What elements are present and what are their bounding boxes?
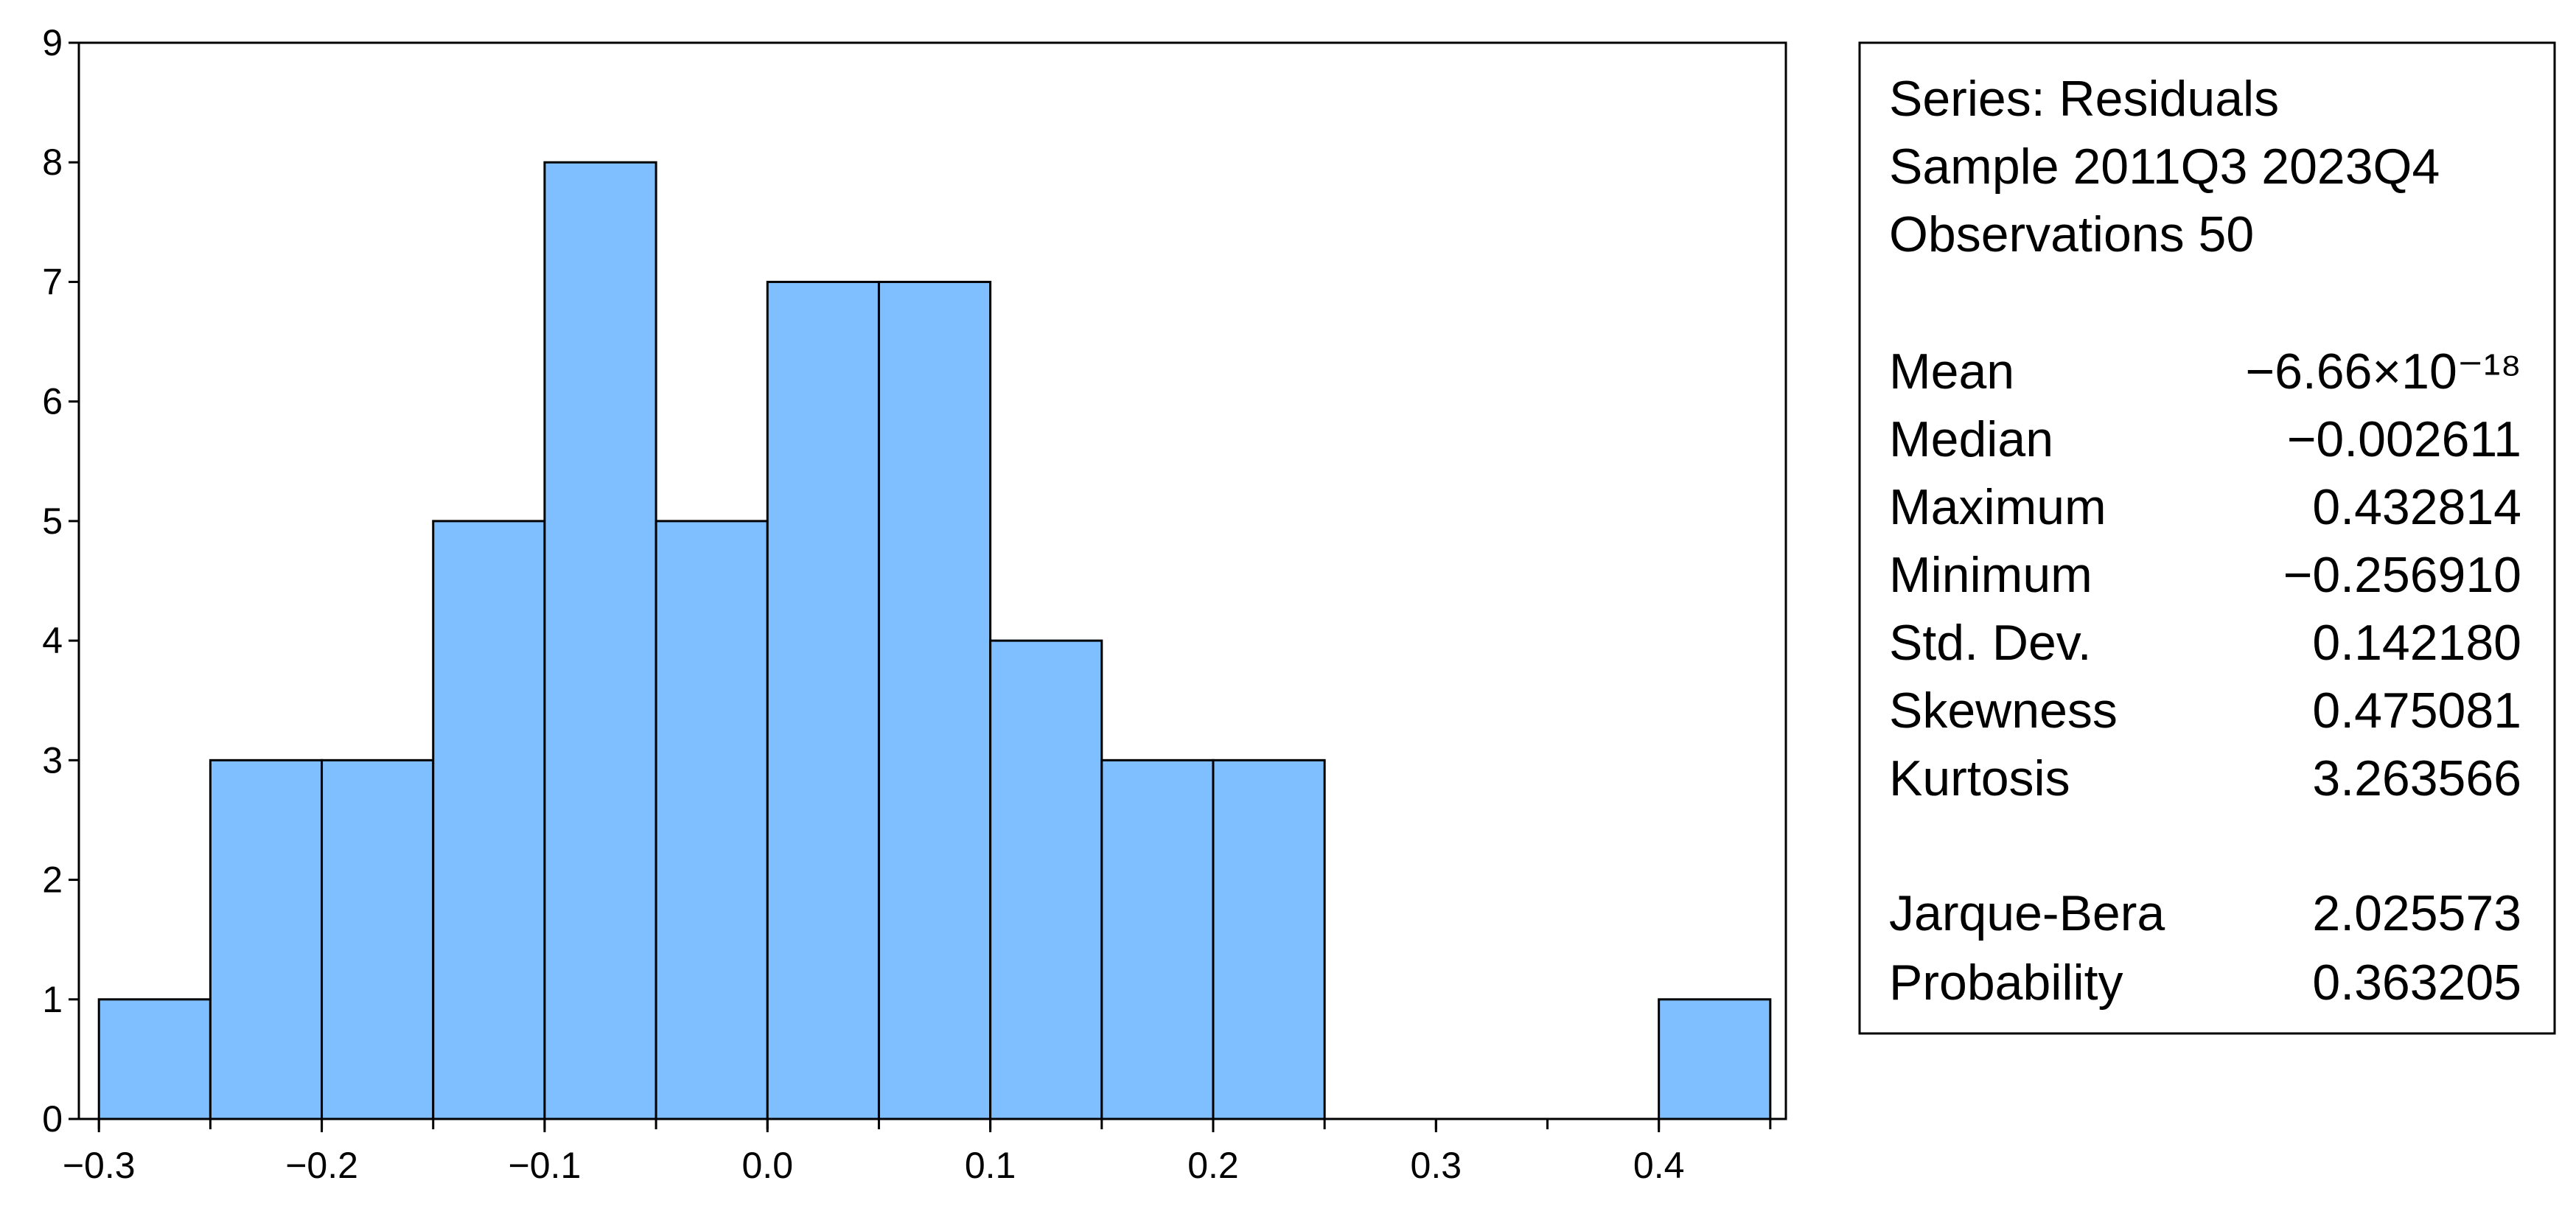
bar	[766, 280, 880, 1120]
bar	[1212, 759, 1326, 1120]
stat-label: Maximum	[1889, 479, 2106, 535]
y-tick-label: 1	[42, 979, 63, 1020]
y-tick-label: 5	[42, 501, 63, 542]
stat-label: Mean	[1889, 344, 2014, 400]
stat-value: 3.263566	[2312, 750, 2521, 806]
stat-label: Kurtosis	[1889, 750, 2070, 806]
stat-value: −0.256910	[2283, 547, 2521, 603]
x-tick-label: 0.1	[965, 1145, 1016, 1186]
y-tick-label: 4	[42, 620, 63, 661]
y-tick-label: 3	[42, 739, 63, 781]
bar	[877, 280, 992, 1120]
x-tick-label: 0.4	[1633, 1145, 1685, 1186]
y-tick-label: 2	[42, 859, 63, 901]
plot-frame	[77, 41, 1787, 1120]
y-tick-label: 0	[42, 1098, 63, 1140]
y-tick-label: 6	[42, 381, 63, 422]
bar	[97, 998, 212, 1120]
stat-value: −6.66×10⁻¹⁸	[2245, 344, 2521, 400]
y-tick-label: 7	[42, 261, 63, 302]
bar	[543, 161, 657, 1120]
bar	[321, 759, 435, 1120]
x-tick-label: −0.3	[63, 1145, 136, 1186]
x-tick-label: −0.1	[509, 1145, 582, 1186]
test-value: 0.363205	[2312, 955, 2521, 1011]
stat-value: 0.475081	[2312, 683, 2521, 739]
bar	[432, 520, 546, 1120]
stat-label: Median	[1889, 411, 2053, 467]
y-tick-label: 9	[42, 22, 63, 63]
bar	[209, 759, 324, 1120]
bar	[1658, 998, 1772, 1120]
stat-value: 0.432814	[2312, 479, 2521, 535]
stat-label: Minimum	[1889, 547, 2092, 603]
bar	[655, 520, 769, 1120]
x-tick-label: 0.2	[1187, 1145, 1239, 1186]
x-tick-label: 0.0	[742, 1145, 794, 1186]
test-label: Jarque-Bera	[1889, 885, 2165, 941]
stats-header: Observations 50	[1889, 206, 2254, 262]
test-label: Probability	[1889, 955, 2123, 1011]
stat-value: 0.142180	[2312, 615, 2521, 671]
stat-value: −0.002611	[2287, 411, 2521, 467]
stat-label: Skewness	[1889, 683, 2118, 739]
bar	[989, 639, 1103, 1120]
bar	[1100, 759, 1215, 1120]
x-tick-label: 0.3	[1411, 1145, 1462, 1186]
x-tick-label: −0.2	[285, 1145, 358, 1186]
test-value: 2.025573	[2312, 885, 2521, 941]
stats-header: Sample 2011Q3 2023Q4	[1889, 139, 2440, 195]
stats-header: Series: Residuals	[1889, 71, 2279, 127]
stats-box	[1858, 41, 2556, 1035]
y-tick-label: 8	[42, 142, 63, 183]
stat-label: Std. Dev.	[1889, 615, 2092, 671]
